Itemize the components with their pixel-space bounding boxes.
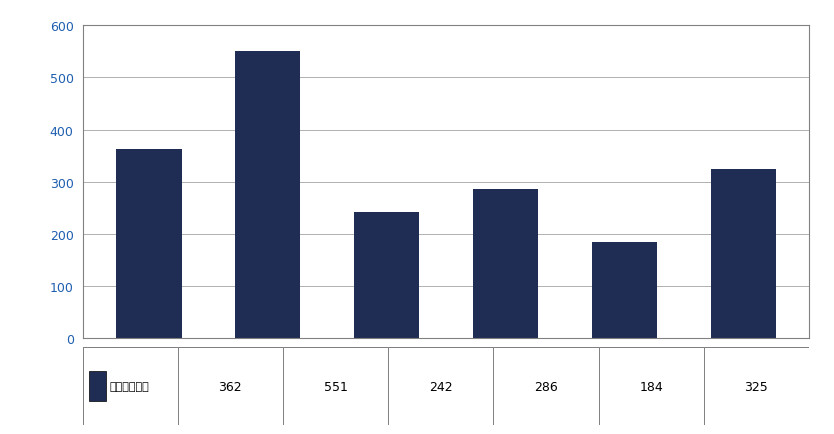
Bar — [473, 190, 539, 339]
FancyBboxPatch shape — [704, 347, 809, 425]
Bar — [711, 169, 776, 339]
Text: 551: 551 — [324, 380, 348, 393]
Text: 기술가치평가: 기술가치평가 — [110, 381, 149, 391]
Text: 242: 242 — [429, 380, 453, 393]
Bar — [592, 243, 657, 339]
Bar — [235, 52, 300, 339]
Text: 362: 362 — [219, 380, 242, 393]
FancyBboxPatch shape — [83, 347, 178, 425]
FancyBboxPatch shape — [178, 347, 283, 425]
FancyBboxPatch shape — [388, 347, 494, 425]
Text: 286: 286 — [534, 380, 558, 393]
Bar — [354, 213, 420, 339]
FancyBboxPatch shape — [83, 347, 809, 425]
Text: 325: 325 — [745, 380, 768, 393]
Bar — [89, 372, 106, 401]
Bar — [116, 150, 182, 339]
FancyBboxPatch shape — [599, 347, 704, 425]
Text: 184: 184 — [640, 380, 663, 393]
FancyBboxPatch shape — [494, 347, 599, 425]
FancyBboxPatch shape — [283, 347, 388, 425]
